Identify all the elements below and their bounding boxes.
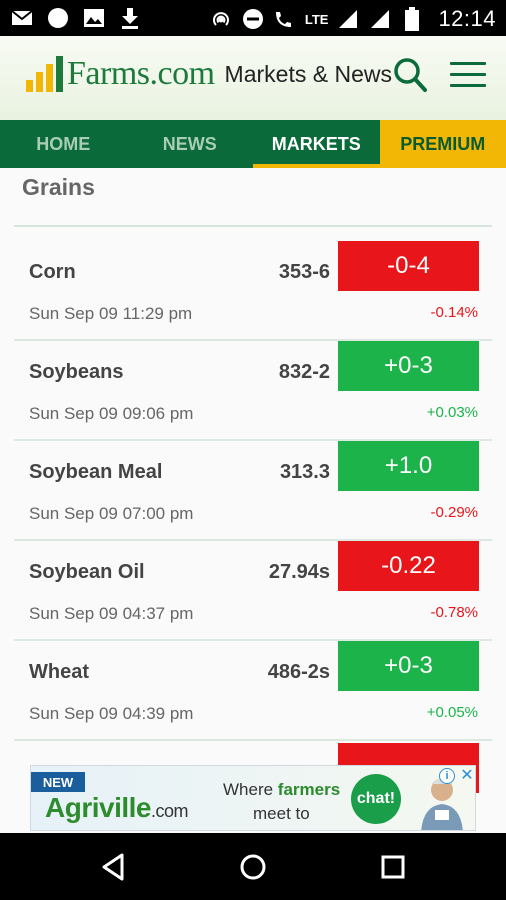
quote-timestamp: Sun Sep 09 04:37 pm <box>29 604 194 623</box>
price-change-badge: +0-3 <box>338 641 479 691</box>
commodity-price: 27.94s <box>268 561 330 583</box>
network-type: LTE <box>304 11 329 27</box>
market-list: Grains Corn 353-6 -0-4 Sun Sep 09 11:29 … <box>0 168 506 833</box>
percent-change: -0.14% <box>430 304 478 321</box>
percent-change: -0.29% <box>430 504 478 521</box>
status-bar: LTE 12:14 <box>0 0 506 36</box>
compass-icon <box>46 6 70 30</box>
tab-markets[interactable]: MARKETS <box>253 120 380 168</box>
do-not-disturb-icon <box>241 7 265 31</box>
farms-logo[interactable]: Farms.com Markets & News <box>26 56 392 92</box>
price-change-badge: -0-4 <box>338 241 479 291</box>
percent-change: +0.03% <box>426 404 478 421</box>
market-row[interactable]: Soybean Meal 313.3 +1.0 Sun Sep 09 07:00… <box>14 441 492 541</box>
hotspot-icon <box>209 7 233 31</box>
commodity-price: 832-2 <box>278 361 330 383</box>
tab-home[interactable]: HOME <box>36 133 91 154</box>
price-change-badge: +0-3 <box>338 341 479 391</box>
navigation-bar <box>0 833 506 900</box>
recents-icon[interactable] <box>375 849 411 885</box>
ad-brand: Agriville.com <box>45 792 189 824</box>
market-row[interactable]: Corn 353-6 -0-4 Sun Sep 09 11:29 pm -0.1… <box>14 241 492 341</box>
ad-tagline-emphasis: farmers <box>277 780 341 799</box>
market-row[interactable]: Soybean Oil 27.94s -0.22 Sun Sep 09 04:3… <box>14 541 492 641</box>
download-icon <box>118 6 142 30</box>
commodity-price: 313.3 <box>279 461 330 483</box>
wifi-call-icon <box>273 7 297 31</box>
back-icon[interactable] <box>96 849 132 885</box>
search-icon[interactable] <box>392 56 428 94</box>
commodity-name: Soybean Oil <box>29 561 145 583</box>
tab-news[interactable]: NEWS <box>162 133 217 154</box>
signal-secondary-icon <box>368 7 392 31</box>
market-row[interactable]: Soybeans 832-2 +0-3 Sun Sep 09 09:06 pm … <box>14 341 492 441</box>
ad-chat-bubble: chat! <box>351 774 401 824</box>
notification-icons <box>10 6 142 30</box>
price-change-badge: +1.0 <box>338 441 479 491</box>
ad-brand-domain: .com <box>150 801 189 821</box>
commodity-price: 486-2s <box>267 661 330 683</box>
clock: 12:14 <box>438 6 496 31</box>
ad-close-icon[interactable]: ✕ <box>460 767 474 784</box>
market-row[interactable]: Wheat 486-2s +0-3 Sun Sep 09 04:39 pm +0… <box>14 641 492 741</box>
system-icons: LTE 12:14 <box>209 6 496 32</box>
ad-tagline-1: Where farmers <box>223 780 340 800</box>
battery-icon <box>400 7 424 31</box>
logo-bars-icon <box>26 56 63 92</box>
logo-text: Farms.com <box>67 55 215 92</box>
commodity-name: Wheat <box>29 661 89 683</box>
app-header: Farms.com Markets & News <box>0 36 506 120</box>
commodity-name: Soybean Meal <box>29 461 163 483</box>
menu-icon[interactable] <box>450 62 486 90</box>
quote-timestamp: Sun Sep 09 07:00 pm <box>29 504 194 523</box>
quote-timestamp: Sun Sep 09 04:39 pm <box>29 704 194 723</box>
quote-timestamp: Sun Sep 09 11:29 pm <box>29 304 193 323</box>
commodity-price: 353-6 <box>278 261 330 283</box>
tab-bar: HOME NEWS MARKETS PREMIUM <box>0 120 506 168</box>
ad-info-icon[interactable]: i <box>439 768 455 784</box>
section-title: Grains <box>22 174 95 200</box>
commodity-name: Corn <box>29 261 76 283</box>
header-subtitle: Markets & News <box>224 61 392 87</box>
ad-tagline-text: Where <box>223 780 278 799</box>
ad-banner[interactable]: NEW Agriville.com Where farmers meet to … <box>30 765 476 831</box>
percent-change: -0.78% <box>430 604 478 621</box>
ad-tagline-2: meet to <box>253 804 310 823</box>
quote-timestamp: Sun Sep 09 09:06 pm <box>29 404 194 423</box>
percent-change: +0.05% <box>426 704 478 721</box>
home-icon[interactable] <box>235 849 271 885</box>
mail-icon <box>10 6 34 30</box>
price-change-badge: -0.22 <box>338 541 479 591</box>
ad-brand-name: Agriville <box>45 792 151 823</box>
tab-premium[interactable]: PREMIUM <box>379 120 506 168</box>
divider <box>14 225 492 227</box>
ad-new-badge: NEW <box>31 772 85 792</box>
signal-icon <box>336 7 360 31</box>
image-icon <box>82 6 106 30</box>
commodity-name: Soybeans <box>29 361 124 383</box>
